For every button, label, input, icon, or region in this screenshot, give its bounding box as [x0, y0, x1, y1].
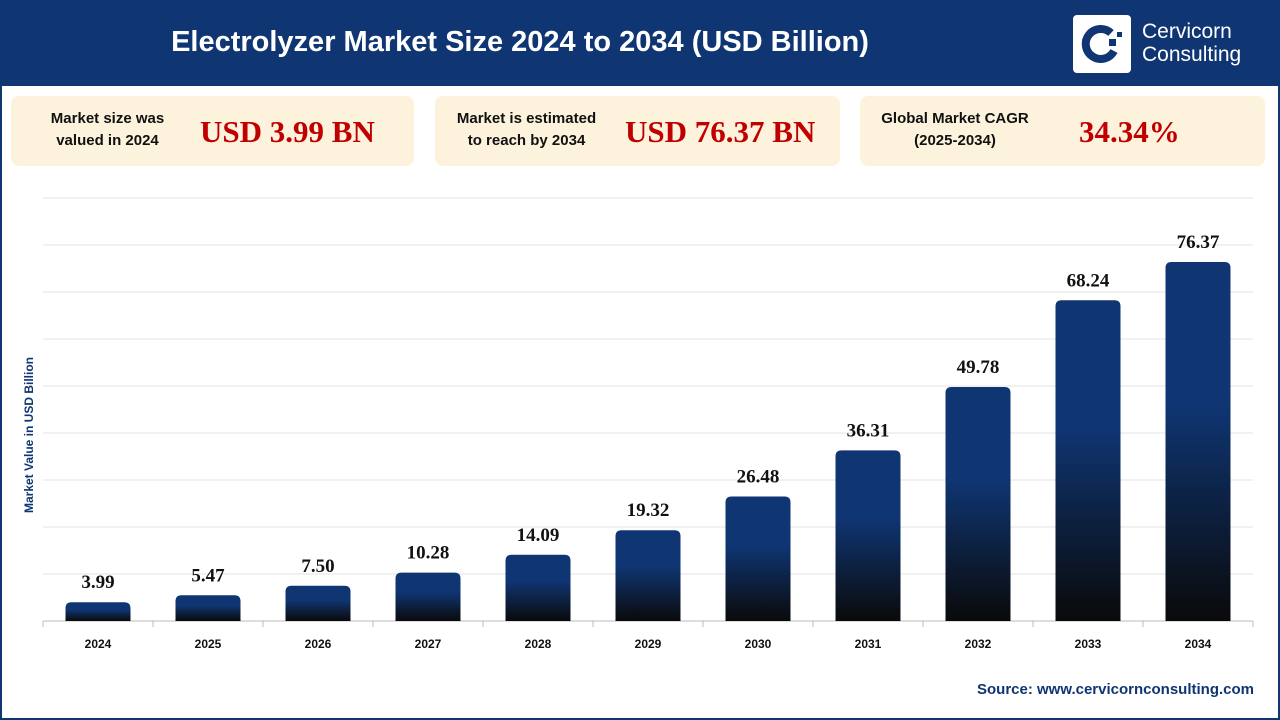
x-tick-label: 2032 [965, 637, 992, 651]
card-value: USD 76.37 BN [625, 114, 816, 149]
x-tick-label: 2025 [195, 637, 222, 651]
logo [1073, 15, 1131, 73]
x-tick-label: 2029 [635, 637, 662, 651]
bar-2026 [285, 585, 351, 621]
stat-card-2034: Market is estimated to reach by 2034 USD … [435, 96, 840, 166]
data-label: 7.50 [301, 556, 334, 577]
data-label: 19.32 [627, 500, 670, 521]
card-label: Market is estimated to reach by 2034 [456, 110, 597, 149]
stat-card-cagr: Global Market CAGR (2025-2034) 34.34% [860, 96, 1265, 166]
bar-2029 [615, 530, 681, 621]
card-value: 34.34% [1079, 114, 1180, 149]
card-label: Market size was valued in 2024 [50, 110, 165, 149]
bar-2032 [945, 387, 1011, 621]
logo-text: Cervicorn Consulting [1142, 20, 1242, 66]
data-label: 76.37 [1177, 232, 1220, 253]
data-label: 36.31 [847, 420, 890, 441]
stat-card-2024: Market size was valued in 2024 USD 3.99 B… [11, 96, 414, 166]
bar-2033 [1055, 300, 1121, 621]
data-label: 68.24 [1067, 270, 1110, 291]
bar-2024 [65, 602, 131, 621]
data-label: 14.09 [517, 525, 560, 546]
x-tick-label: 2026 [305, 637, 332, 651]
bar-2025 [175, 595, 241, 621]
source-text: Source: www.cervicornconsulting.com [976, 681, 1254, 698]
data-label: 49.78 [957, 357, 1000, 378]
bar-2030 [725, 496, 791, 621]
card-label: Global Market CAGR (2025-2034) [881, 110, 1029, 149]
bar-2028 [505, 554, 571, 621]
x-tick-label: 2024 [85, 637, 112, 651]
x-tick-label: 2030 [745, 637, 772, 651]
y-axis-label: Market Value in USD Billion [22, 356, 36, 514]
x-tick-label: 2031 [855, 637, 882, 651]
logo-c-icon [1081, 25, 1122, 63]
x-tick-label: 2033 [1075, 637, 1102, 651]
data-label: 3.99 [81, 572, 114, 593]
bar-2027 [395, 572, 461, 621]
header-bar: Electrolyzer Market Size 2024 to 2034 (U… [0, 0, 1280, 86]
bar-2031 [835, 450, 901, 621]
x-tick-label: 2027 [415, 637, 442, 651]
x-tick-label: 2034 [1185, 637, 1212, 651]
bar-2034 [1165, 262, 1231, 621]
data-label: 5.47 [191, 565, 225, 586]
data-label: 10.28 [407, 543, 450, 564]
page-title: Electrolyzer Market Size 2024 to 2034 (U… [171, 26, 869, 58]
data-label: 26.48 [737, 467, 780, 488]
card-value: USD 3.99 BN [200, 114, 375, 149]
x-tick-label: 2028 [525, 637, 552, 651]
